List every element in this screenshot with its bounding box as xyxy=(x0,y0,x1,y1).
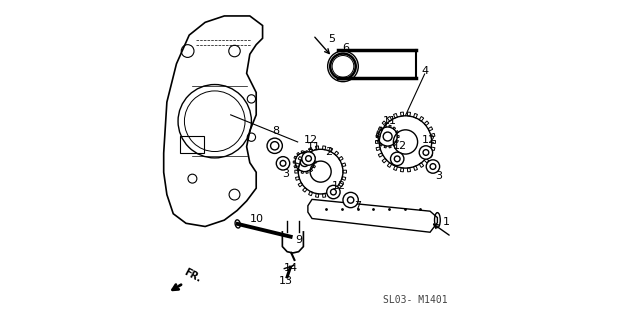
Text: SL03- M1401: SL03- M1401 xyxy=(383,295,448,306)
Circle shape xyxy=(390,152,404,166)
Circle shape xyxy=(326,185,340,199)
Circle shape xyxy=(330,189,336,195)
Circle shape xyxy=(306,156,312,161)
Circle shape xyxy=(419,146,433,159)
Text: 6: 6 xyxy=(342,43,349,54)
Text: 9: 9 xyxy=(296,235,303,245)
Text: 11: 11 xyxy=(307,142,321,152)
Circle shape xyxy=(343,192,358,208)
Circle shape xyxy=(348,197,354,203)
Text: 5: 5 xyxy=(328,34,335,44)
Circle shape xyxy=(423,150,429,155)
Circle shape xyxy=(280,160,286,166)
Bar xyxy=(180,136,204,153)
Text: 12: 12 xyxy=(303,135,317,145)
Text: FR.: FR. xyxy=(182,267,203,285)
Text: 1: 1 xyxy=(442,217,449,227)
Text: 10: 10 xyxy=(250,214,264,225)
Text: 3: 3 xyxy=(435,171,442,181)
Circle shape xyxy=(271,142,279,150)
Text: 12: 12 xyxy=(332,181,346,191)
Text: 13: 13 xyxy=(278,276,292,286)
Circle shape xyxy=(426,160,440,173)
Text: 12: 12 xyxy=(393,141,407,151)
Circle shape xyxy=(267,138,282,153)
Text: 12: 12 xyxy=(421,135,436,145)
Text: 11: 11 xyxy=(383,115,397,126)
Circle shape xyxy=(276,157,290,170)
Circle shape xyxy=(302,152,316,165)
Circle shape xyxy=(430,164,436,169)
Text: 3: 3 xyxy=(282,169,289,179)
Text: 4: 4 xyxy=(421,66,428,76)
Circle shape xyxy=(394,156,400,162)
Text: 14: 14 xyxy=(284,263,298,273)
Text: 8: 8 xyxy=(273,126,280,137)
Text: 2: 2 xyxy=(325,146,332,157)
Text: 7: 7 xyxy=(354,201,361,211)
